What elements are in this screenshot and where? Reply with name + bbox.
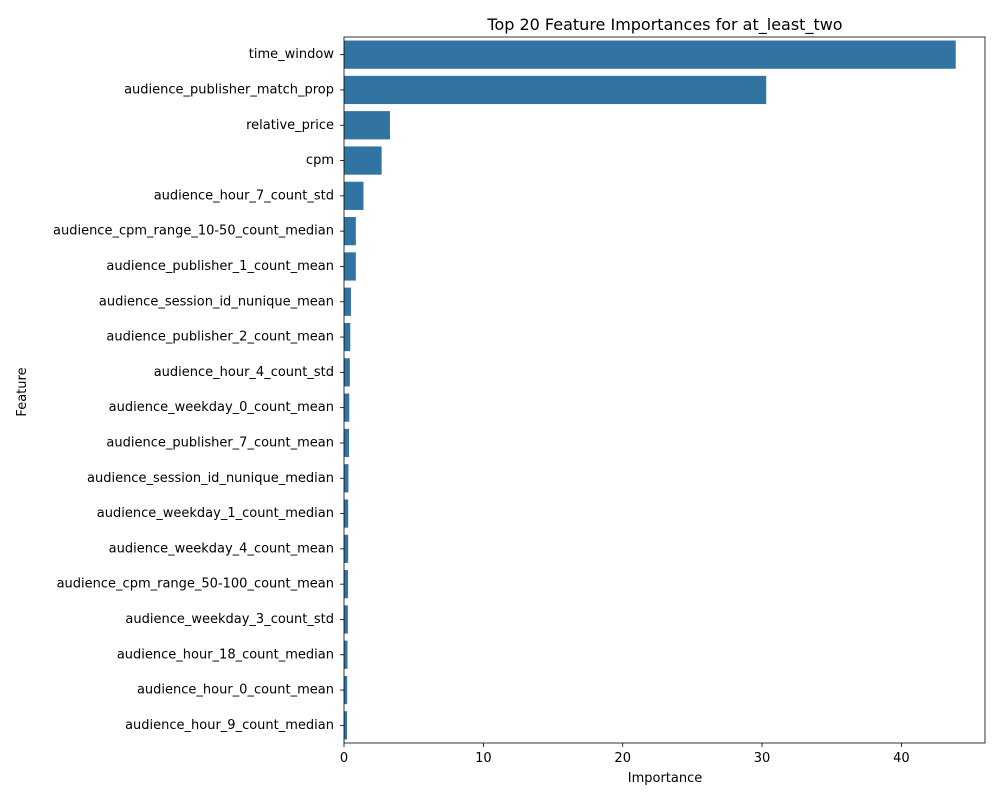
y-tick-label: audience_cpm_range_50-100_count_mean xyxy=(57,577,334,592)
bar xyxy=(344,428,350,458)
bar xyxy=(344,181,364,210)
y-tick-label: audience_weekday_0_count_mean xyxy=(109,400,334,415)
y-tick-label: audience_weekday_4_count_mean xyxy=(109,541,334,556)
y-tick-label: audience_session_id_nunique_mean xyxy=(99,294,334,309)
y-tick-label: audience_publisher_2_count_mean xyxy=(106,330,334,345)
bar xyxy=(344,146,382,175)
bar xyxy=(344,605,348,634)
x-tick-label: 20 xyxy=(614,751,631,766)
y-tick-label: audience_cpm_range_10-50_count_median xyxy=(53,224,334,239)
y-tick-label: audience_publisher_7_count_mean xyxy=(106,435,334,450)
y-tick-label: audience_hour_0_count_mean xyxy=(137,683,334,698)
y-tick-label: audience_session_id_nunique_median xyxy=(87,471,334,486)
bar xyxy=(344,322,351,352)
x-tick-label: 0 xyxy=(340,751,348,766)
y-tick-label: audience_weekday_3_count_std xyxy=(125,612,334,627)
y-tick-label: audience_hour_7_count_std xyxy=(154,188,334,203)
bar xyxy=(344,287,351,316)
bar xyxy=(344,393,350,422)
bar xyxy=(344,534,349,563)
axis-spines xyxy=(343,36,986,744)
bar xyxy=(344,464,349,493)
x-axis-ticks: 0 10 20 30 40 xyxy=(340,743,910,766)
y-tick-label: relative_price xyxy=(246,118,334,133)
x-tick-label: 10 xyxy=(475,751,492,766)
bar xyxy=(344,40,956,69)
y-tick-label: audience_hour_4_count_std xyxy=(154,365,334,380)
plot-frame xyxy=(343,36,986,744)
bar xyxy=(344,570,349,599)
x-axis-label: Importance xyxy=(628,771,703,786)
y-tick-label: audience_publisher_1_count_mean xyxy=(106,259,334,274)
bars-layer xyxy=(344,40,956,740)
x-tick-label: 30 xyxy=(754,751,771,766)
y-tick-label: time_window xyxy=(249,47,335,62)
bar xyxy=(344,711,348,740)
bar xyxy=(344,252,356,281)
bar xyxy=(344,640,348,669)
bar xyxy=(344,358,350,387)
y-tick-label: audience_hour_9_count_median xyxy=(125,718,334,733)
bar xyxy=(344,111,390,140)
y-axis-ticks: time_window audience_publisher_match_prop… xyxy=(53,47,344,733)
y-tick-label: audience_hour_18_count_median xyxy=(117,647,334,662)
x-tick-label: 40 xyxy=(893,751,910,766)
y-tick-label: audience_weekday_1_count_median xyxy=(97,506,334,521)
y-tick-label: audience_publisher_match_prop xyxy=(124,82,334,97)
y-axis-label: Feature xyxy=(15,367,30,416)
y-tick-label: cpm xyxy=(306,153,334,168)
bar xyxy=(344,75,767,105)
bar xyxy=(344,499,349,528)
chart-title: Top 20 Feature Importances for at_least_… xyxy=(486,15,842,35)
bar xyxy=(344,217,356,246)
bar xyxy=(344,675,348,705)
